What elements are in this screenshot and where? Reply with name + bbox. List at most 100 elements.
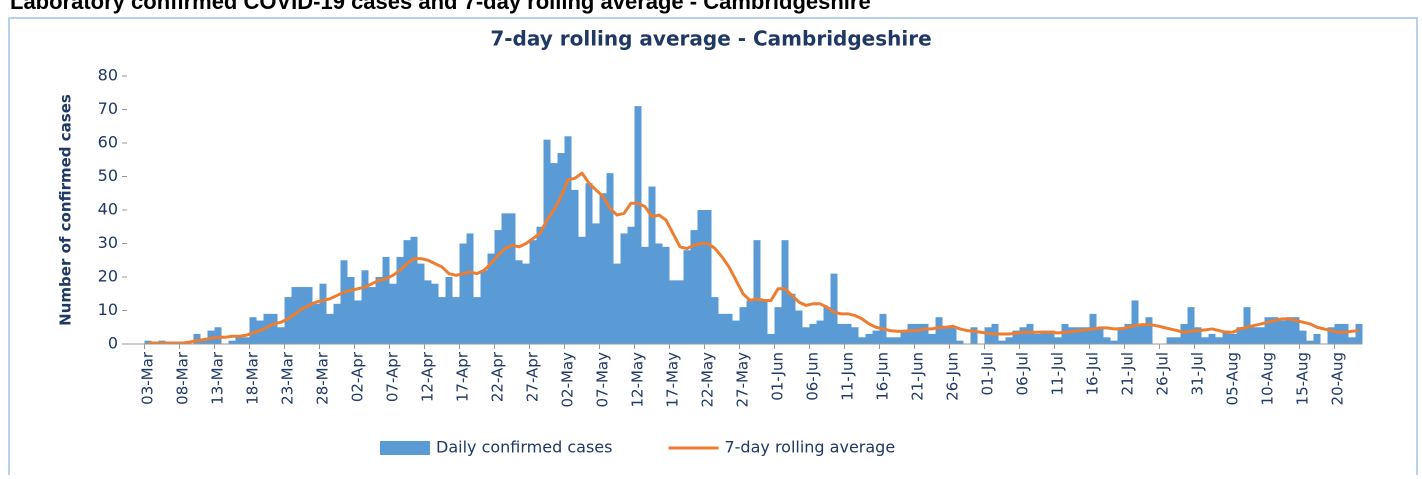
bar bbox=[809, 323, 817, 344]
bar bbox=[767, 333, 775, 344]
bar bbox=[914, 323, 922, 344]
x-tick-label: 20-Aug bbox=[1329, 352, 1347, 405]
bar bbox=[1355, 323, 1363, 344]
y-tick-label: 10 bbox=[98, 300, 118, 319]
bar bbox=[907, 323, 915, 344]
bar bbox=[1040, 330, 1048, 344]
bar bbox=[837, 323, 845, 344]
bar bbox=[235, 337, 243, 344]
x-tick-label: 06-Jun bbox=[804, 352, 822, 401]
bar bbox=[1110, 340, 1118, 344]
x-tick-label: 21-Jun bbox=[909, 352, 927, 401]
line bbox=[148, 171, 1360, 345]
x-tick-label: 17-Apr bbox=[454, 351, 472, 402]
bar bbox=[1082, 327, 1090, 344]
bar bbox=[487, 253, 495, 344]
bar bbox=[1229, 333, 1237, 344]
bar bbox=[410, 236, 418, 344]
x-tick-label: 22-May bbox=[699, 352, 717, 408]
bar bbox=[599, 193, 607, 344]
bar bbox=[1019, 327, 1027, 344]
bar bbox=[354, 300, 362, 344]
bar bbox=[312, 303, 320, 344]
x-tick-label: 01-Jun bbox=[769, 352, 787, 401]
bar bbox=[1236, 327, 1244, 344]
x-tick-label: 21-Jul bbox=[1119, 352, 1137, 395]
bar bbox=[480, 270, 488, 344]
bar bbox=[795, 310, 803, 344]
bar bbox=[746, 300, 754, 344]
x-tick-label: 26-Jun bbox=[944, 352, 962, 401]
x-tick-label: 06-Jul bbox=[1014, 352, 1032, 395]
bar bbox=[256, 320, 264, 344]
bar bbox=[1327, 327, 1335, 344]
bar bbox=[1054, 337, 1062, 344]
bar bbox=[718, 313, 726, 344]
bar bbox=[333, 303, 341, 344]
y-tick-label: 80 bbox=[98, 66, 118, 85]
bar bbox=[872, 330, 880, 344]
y-axis-label: Number of confirmed cases bbox=[57, 94, 75, 326]
bar bbox=[277, 327, 285, 344]
bar bbox=[326, 313, 334, 344]
bar bbox=[1047, 330, 1055, 344]
x-tick-label: 16-Jun bbox=[874, 352, 892, 401]
bar bbox=[865, 333, 873, 344]
bar bbox=[494, 230, 502, 344]
bar bbox=[214, 327, 222, 344]
x-tick-label: 31-Jul bbox=[1189, 352, 1207, 395]
bar bbox=[242, 337, 250, 344]
bar bbox=[1243, 307, 1251, 344]
bar bbox=[900, 330, 908, 344]
bar bbox=[403, 240, 411, 344]
x-tick-label: 17-May bbox=[664, 352, 682, 408]
bar bbox=[669, 280, 677, 344]
bar bbox=[1299, 330, 1307, 344]
bar bbox=[1103, 337, 1111, 344]
x-tick-label: 11-Jun bbox=[839, 352, 857, 401]
bar bbox=[1208, 333, 1216, 344]
bar bbox=[753, 240, 761, 344]
bar bbox=[515, 260, 523, 344]
bar bbox=[1061, 323, 1069, 344]
bar bbox=[1306, 340, 1314, 344]
bar bbox=[1033, 333, 1041, 344]
x-tick-label: 27-May bbox=[734, 352, 752, 408]
bar bbox=[585, 183, 593, 344]
bar bbox=[564, 136, 572, 344]
bar bbox=[529, 240, 537, 344]
bar bbox=[319, 283, 327, 344]
y-tick-label: 20 bbox=[98, 267, 118, 286]
bar bbox=[263, 313, 271, 344]
bar bbox=[200, 340, 208, 344]
x-tick-label: 10-Aug bbox=[1259, 352, 1277, 405]
bar bbox=[816, 320, 824, 344]
bar bbox=[781, 240, 789, 344]
bar bbox=[578, 236, 586, 344]
bar bbox=[1292, 317, 1300, 344]
x-tick-label: 01-Jul bbox=[979, 352, 997, 395]
x-tick-label: 03-Mar bbox=[139, 351, 157, 405]
bar bbox=[1145, 317, 1153, 344]
bar bbox=[270, 313, 278, 344]
legend-swatch bbox=[380, 441, 430, 455]
bar bbox=[501, 213, 509, 344]
bar bbox=[823, 307, 831, 344]
bar bbox=[648, 186, 656, 344]
bar bbox=[956, 340, 964, 344]
bar bbox=[1285, 317, 1293, 344]
bar bbox=[375, 277, 383, 344]
bar bbox=[1348, 337, 1356, 344]
bar bbox=[1131, 300, 1139, 344]
x-tick-label: 15-Aug bbox=[1294, 352, 1312, 405]
bar bbox=[683, 250, 691, 344]
bar bbox=[438, 297, 446, 344]
bar bbox=[690, 230, 698, 344]
bar bbox=[536, 226, 544, 344]
bar bbox=[760, 300, 768, 344]
y-tick-label: 60 bbox=[98, 133, 118, 152]
bar bbox=[606, 173, 614, 344]
x-tick-label: 07-Apr bbox=[384, 351, 402, 402]
bar bbox=[886, 337, 894, 344]
